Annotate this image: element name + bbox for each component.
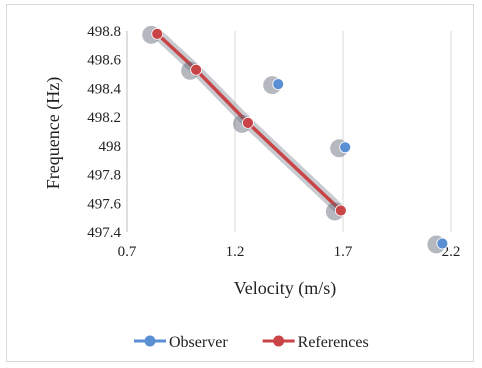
scatter-chart: 0.7 1.2 1.7 2.2 498.8 498.6 498.4 498.2 498 497.8… [43,24,460,351]
y-tick-label: 498.8 [87,24,121,40]
y-tick-label: 498.2 [87,110,121,126]
x-tick-label: 0.7 [118,244,137,260]
y-tick-label: 497.8 [87,168,121,184]
chart-frame: 0.7 1.2 1.7 2.2 498.8 498.6 498.4 498.2 498 497.8… [6,4,474,362]
observer-data-point [339,141,352,154]
axis-layer: 0.7 1.2 1.7 2.2 498.8 498.6 498.4 498.2 498 497.8… [87,24,460,260]
references-line [156,32,343,212]
observer-data-point [272,78,285,91]
references-data-point [334,204,347,217]
y-tick-label: 498 [99,139,122,155]
x-axis-title: Velocity (m/s) [234,278,336,299]
x-tick-label: 1.2 [226,244,245,260]
legend-references-label: References [298,334,369,351]
y-tick-label: 497.6 [87,196,121,212]
references-data-point [242,116,254,129]
references-data-point [190,63,203,76]
y-tick-label: 497.4 [87,225,121,241]
legend: Observer References [134,334,369,351]
y-axis-title: Frequence (Hz) [43,77,64,189]
y-tick-label: 498.6 [87,53,121,69]
x-tick-label: 1.7 [334,244,353,260]
observer-data-point [436,237,449,250]
legend-references-marker [273,335,285,347]
grid-layer [234,31,452,232]
series-layer [142,25,449,254]
x-tick-label: 2.2 [442,244,461,260]
legend-observer-label: Observer [169,334,228,351]
references-data-point [151,27,164,40]
legend-observer-marker [144,335,156,347]
y-tick-label: 498.4 [87,81,121,97]
